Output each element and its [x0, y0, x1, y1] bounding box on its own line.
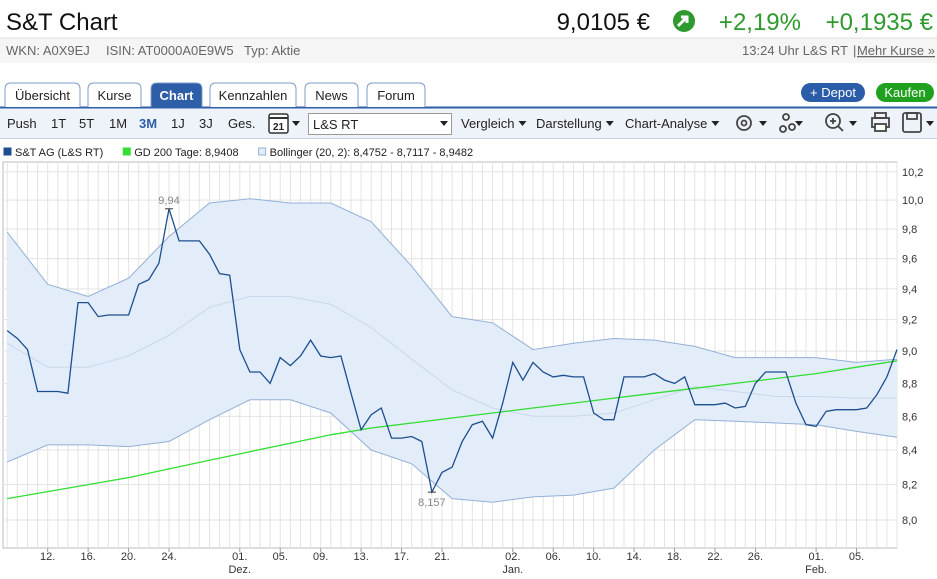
- tab[interactable]: [366, 82, 426, 107]
- tab[interactable]: [209, 82, 297, 107]
- y-tick-label: 9,8: [902, 224, 917, 236]
- x-tick-label: 16.: [80, 551, 95, 563]
- period[interactable]: 5T: [79, 116, 94, 131]
- x-tick-label: 10.: [586, 551, 601, 563]
- calendar-day: 21: [273, 122, 285, 133]
- price: 9,0105 €: [557, 9, 651, 36]
- x-tick-label: 21.: [434, 551, 449, 563]
- page-title: S&T Chart: [6, 9, 118, 36]
- annotation-label: 8,157: [418, 497, 446, 509]
- button-label[interactable]: + Depot: [810, 85, 856, 100]
- month-label: Dez.: [228, 564, 251, 576]
- button-label[interactable]: Kaufen: [884, 85, 925, 100]
- x-tick-label: 01.: [232, 551, 247, 563]
- x-tick-label: 18.: [667, 551, 682, 563]
- toolbar: [0, 107, 937, 139]
- y-tick-label: 8,6: [902, 411, 917, 423]
- change-percent: +2,19%: [719, 9, 801, 36]
- tab-label[interactable]: Kennzahlen: [219, 88, 288, 103]
- y-tick-label: 8,2: [902, 480, 917, 492]
- menu-arrow: [518, 121, 527, 126]
- info-bar: [0, 38, 937, 63]
- source-select[interactable]: L&S RT: [308, 113, 452, 135]
- y-tick-label: 9,4: [902, 284, 917, 296]
- moving-average-line: [7, 360, 898, 500]
- button[interactable]: [801, 83, 865, 102]
- tool-icons[interactable]: [736, 112, 934, 133]
- x-tick-label: 12.: [40, 551, 55, 563]
- tab[interactable]: [150, 82, 203, 107]
- x-tick-label: 26.: [748, 551, 763, 563]
- x-tick-label: 01.: [808, 551, 823, 563]
- period[interactable]: Ges.: [228, 116, 255, 131]
- y-tick-label: 8,0: [902, 515, 917, 527]
- tab-label[interactable]: Chart: [160, 88, 195, 103]
- period[interactable]: 3M: [139, 116, 157, 131]
- menu[interactable]: Vergleich: [461, 116, 514, 131]
- menu-arrow: [605, 121, 614, 126]
- x-tick-label: 17.: [394, 551, 409, 563]
- x-tick-label: 05.: [849, 551, 864, 563]
- y-tick-label: 9,0: [902, 346, 917, 358]
- legend-swatch: [3, 147, 12, 156]
- menu[interactable]: Chart-Analyse: [625, 116, 707, 131]
- month-label: Feb.: [805, 564, 827, 576]
- type: Typ: Aktie: [244, 43, 300, 58]
- tab[interactable]: [87, 82, 142, 107]
- legend-label: S&T AG (L&S RT): [15, 147, 103, 159]
- x-tick-label: 05.: [273, 551, 288, 563]
- legend-label: GD 200 Tage: 8,9408: [134, 147, 238, 159]
- isin: ISIN: AT0000A0E9W5: [106, 43, 234, 58]
- x-tick-label: 02.: [505, 551, 520, 563]
- period[interactable]: 1M: [109, 116, 127, 131]
- bollinger-lower: [7, 399, 898, 503]
- wkn: WKN: A0X9EJ: [6, 43, 90, 58]
- menu-arrow: [711, 121, 720, 126]
- tab[interactable]: [4, 82, 81, 107]
- y-tick-label: 8,4: [902, 445, 917, 457]
- bollinger-upper: [6, 198, 898, 363]
- annotation-label: 9,94: [158, 195, 179, 207]
- period[interactable]: 1J: [171, 116, 185, 131]
- tab-label[interactable]: News: [315, 88, 348, 103]
- month-label: Jan.: [502, 564, 523, 576]
- change-absolute: +0,1935 €: [826, 9, 934, 36]
- separator: |: [853, 43, 856, 58]
- more-quotes-link[interactable]: Mehr Kurse »: [857, 43, 935, 58]
- tab-label[interactable]: Forum: [377, 88, 415, 103]
- tab[interactable]: [304, 82, 359, 107]
- x-tick-label: 14.: [626, 551, 641, 563]
- period[interactable]: Push: [7, 116, 37, 131]
- menu[interactable]: Darstellung: [536, 116, 602, 131]
- x-tick-label: 24.: [161, 551, 176, 563]
- price-line: [6, 208, 898, 495]
- y-tick-label: 10,2: [902, 167, 923, 179]
- tab-label[interactable]: Übersicht: [15, 88, 70, 103]
- time: 13:24 Uhr L&S RT: [742, 43, 848, 58]
- period[interactable]: 1T: [51, 116, 66, 131]
- x-tick-label: 13.: [353, 551, 368, 563]
- legend-label: Bollinger (20, 2): 8,4752 - 8,7117 - 8,9…: [270, 147, 473, 159]
- source: L&S RT: [313, 117, 358, 132]
- legend-swatch: [122, 147, 131, 156]
- x-tick-label: 06.: [546, 551, 561, 563]
- x-tick-label: 22.: [707, 551, 722, 563]
- y-tick-label: 10,0: [902, 195, 923, 207]
- y-tick-label: 8,8: [902, 378, 917, 390]
- trend-icon: [673, 10, 695, 32]
- x-tick-label: 20.: [121, 551, 136, 563]
- calendar-icon[interactable]: 21: [268, 113, 300, 134]
- bollinger-middle: [6, 296, 897, 417]
- y-tick-label: 9,2: [902, 315, 917, 327]
- x-tick-label: 09.: [313, 551, 328, 563]
- button[interactable]: [876, 83, 934, 102]
- legend-swatch: [258, 147, 267, 156]
- period[interactable]: 3J: [199, 116, 213, 131]
- y-tick-label: 9,6: [902, 254, 917, 266]
- tab-label[interactable]: Kurse: [98, 88, 132, 103]
